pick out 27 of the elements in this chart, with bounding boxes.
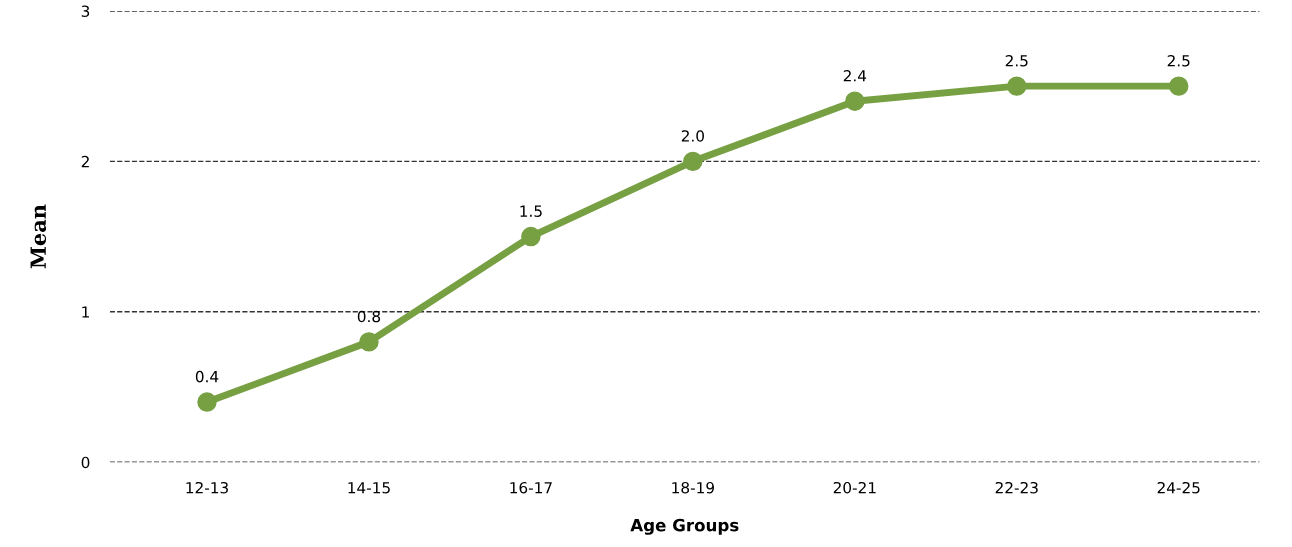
x-tick-label: 12-13 [186, 481, 228, 494]
data-label: 1.5 [520, 205, 542, 217]
y-tick-label: 1 [82, 306, 89, 318]
y-tick-label: 2 [81, 155, 89, 168]
x-tick-label: 22-23 [995, 481, 1038, 494]
x-axis-title: Age Groups [630, 518, 739, 535]
x-tick-label: 16-17 [510, 481, 552, 494]
data-label: 2.5 [1005, 54, 1028, 67]
point [359, 332, 379, 352]
point [1007, 76, 1027, 96]
x-tick-label: 20-21 [833, 481, 876, 494]
point [1168, 76, 1189, 96]
point [197, 392, 217, 412]
x-tick-label: 18-19 [672, 481, 714, 494]
x-tick-label: 24-25 [1157, 481, 1200, 494]
data-label: 2.4 [843, 70, 867, 82]
data-label: 2.5 [1167, 54, 1190, 67]
point [521, 226, 541, 247]
data-label: 2.0 [681, 130, 704, 142]
point [845, 91, 865, 111]
point [683, 151, 703, 172]
data-label: 0.8 [357, 310, 381, 323]
y-tick-label: 0 [81, 456, 90, 469]
data-label: 0.4 [195, 370, 219, 383]
y-tick-label: 3 [81, 5, 90, 17]
x-tick-label: 14-15 [348, 482, 390, 494]
y-axis-title: Mean [30, 204, 47, 269]
